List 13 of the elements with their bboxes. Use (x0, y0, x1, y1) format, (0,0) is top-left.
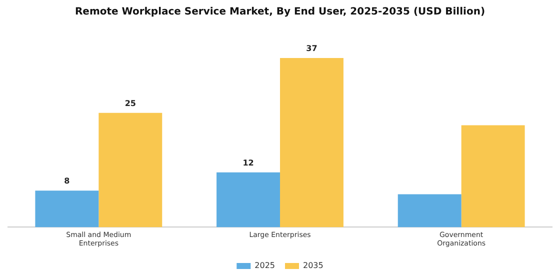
chart-title: Remote Workplace Service Market, By End User, 2025-2035 (USD Billion) (74, 6, 486, 18)
data-label: 12 (242, 158, 254, 168)
data-label: 8 (64, 176, 70, 186)
bar (398, 194, 462, 228)
data-label: 37 (306, 44, 318, 54)
bar (35, 190, 99, 228)
bar (461, 125, 525, 228)
data-label: 25 (124, 98, 136, 108)
legend-label: 2025 (254, 261, 275, 270)
bar (98, 112, 162, 228)
legend-label: 2035 (303, 261, 324, 270)
bar (216, 172, 280, 228)
bar (280, 58, 344, 228)
